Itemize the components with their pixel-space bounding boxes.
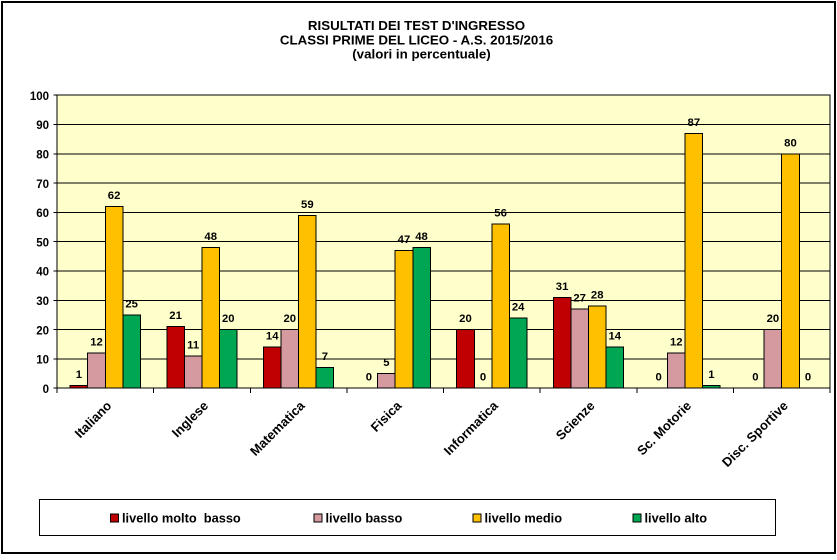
svg-text:20: 20 [459,313,472,325]
svg-text:90: 90 [36,120,49,132]
svg-text:12: 12 [670,337,683,349]
svg-text:25: 25 [125,298,138,310]
svg-text:48: 48 [204,231,217,243]
svg-text:0: 0 [480,372,486,384]
svg-text:14: 14 [266,331,279,343]
svg-text:20: 20 [222,313,235,325]
svg-text:50: 50 [36,237,49,249]
svg-text:40: 40 [36,267,49,279]
svg-text:1: 1 [708,369,714,381]
svg-text:0: 0 [805,372,811,384]
svg-text:0: 0 [752,372,758,384]
svg-text:CLASSI PRIME DEL LICEO - A.S.: CLASSI PRIME DEL LICEO - A.S. 2015/2016 [280,32,553,47]
svg-text:80: 80 [36,150,49,162]
svg-text:60: 60 [36,208,49,220]
svg-text:28: 28 [591,290,604,302]
svg-text:0: 0 [43,384,49,396]
svg-text:7: 7 [322,351,328,363]
svg-text:87: 87 [688,117,701,129]
svg-text:20: 20 [36,325,49,337]
svg-text:12: 12 [90,337,103,349]
svg-text:20: 20 [283,313,296,325]
svg-text:5: 5 [383,357,389,369]
svg-text:47: 47 [398,234,411,246]
svg-text:31: 31 [556,281,569,293]
svg-text:1: 1 [76,369,82,381]
svg-text:70: 70 [36,179,49,191]
svg-text:14: 14 [609,331,622,343]
svg-text:livello molto basso: livello molto basso [122,511,241,526]
svg-text:80: 80 [784,137,797,149]
svg-text:livello basso: livello basso [326,511,403,526]
svg-text:20: 20 [767,313,780,325]
svg-text:livello alto: livello alto [645,511,708,526]
svg-text:livello medio: livello medio [485,511,563,526]
svg-text:(valori in percentuale): (valori in percentuale) [352,46,491,61]
svg-text:27: 27 [573,293,586,305]
svg-text:0: 0 [366,372,372,384]
svg-text:100: 100 [30,91,49,103]
svg-text:62: 62 [108,190,121,202]
svg-text:21: 21 [169,310,182,322]
svg-text:56: 56 [494,208,507,220]
svg-text:30: 30 [36,296,49,308]
svg-text:0: 0 [656,372,662,384]
svg-text:48: 48 [415,231,428,243]
svg-text:11: 11 [187,339,199,351]
svg-text:59: 59 [301,199,314,211]
svg-text:24: 24 [512,301,525,313]
svg-text:RISULTATI DEI TEST D'INGRESSO: RISULTATI DEI TEST D'INGRESSO [308,18,525,33]
svg-text:10: 10 [36,355,49,367]
